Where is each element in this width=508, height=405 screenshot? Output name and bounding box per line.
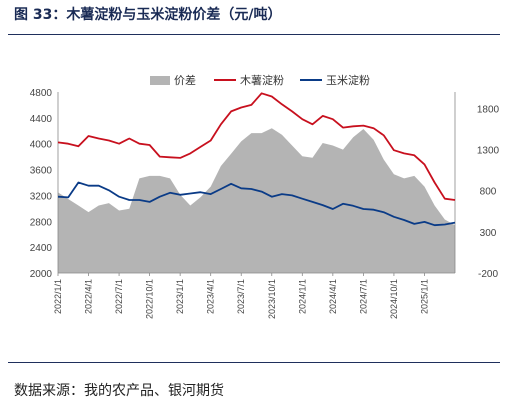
series-area-spread [58,128,455,273]
x-axis-tick-label: 2023/7/1 [236,279,246,314]
x-axis-tick-label: 2024/1/1 [297,279,307,314]
legend-swatch-spread [150,75,170,85]
x-axis-tick-label: 2024/4/1 [328,279,338,314]
legend-swatch-cassava [214,79,236,81]
right-axis-tick-label: 300 [480,228,497,239]
left-axis-tick-label: 3200 [30,191,53,202]
legend-label-cassava: 木薯淀粉 [240,74,284,87]
x-axis-tick-label: 2023/4/1 [206,279,216,314]
left-axis-tick-label: 2400 [30,243,53,254]
left-axis-tick-label: 4400 [30,114,53,125]
left-axis-tick-label: 4000 [30,140,53,151]
legend-label-corn: 玉米淀粉 [326,74,370,87]
chart-plot: 2000 2400 2800 3200 3600 4000 4400 4800 -200 300 8… [30,88,500,319]
right-axis-tick-label: 800 [480,187,497,198]
x-axis-tick-label: 2023/10/1 [267,279,277,319]
x-axis-tick-label: 2022/7/1 [114,279,124,314]
x-axis-tick-label: 2023/1/1 [175,279,185,314]
chart-title: 图 33：木薯淀粉与玉米淀粉价差（元/吨） [14,7,282,23]
bottom-divider [8,362,500,363]
legend-item-cassava: 木薯淀粉 [214,72,284,88]
legend-swatch-corn [300,79,322,81]
left-axis-tick-label: 3600 [30,166,53,177]
top-divider [8,34,500,35]
right-axis-tick-label: -200 [478,269,498,280]
right-axis-tick-label: 1300 [477,146,500,157]
x-axis-tick-label: 2022/10/1 [145,279,155,319]
x-axis-tick-label: 2024/7/1 [358,279,368,314]
legend-label-spread: 价差 [174,74,196,87]
data-source: 数据来源：我的农产品、银河期货 [14,383,224,399]
legend-item-corn: 玉米淀粉 [300,72,370,88]
chart-legend: 价差 木薯淀粉 玉米淀粉 [0,72,508,88]
right-axis-tick-label: 1800 [477,104,500,115]
left-axis-tick-label: 2800 [30,217,53,228]
x-axis-tick-label: 2022/4/1 [84,279,94,314]
left-axis-tick-label: 4800 [30,88,53,99]
x-axis-tick-label: 2025/1/1 [419,279,429,314]
x-axis-tick-label: 2024/10/1 [389,279,399,319]
series-line-cassava [57,92,456,201]
legend-item-spread: 价差 [150,72,196,88]
series-line-corn [57,181,456,227]
left-axis-tick-label: 2000 [30,269,53,280]
x-axis-tick-label: 2022/1/1 [53,279,63,314]
